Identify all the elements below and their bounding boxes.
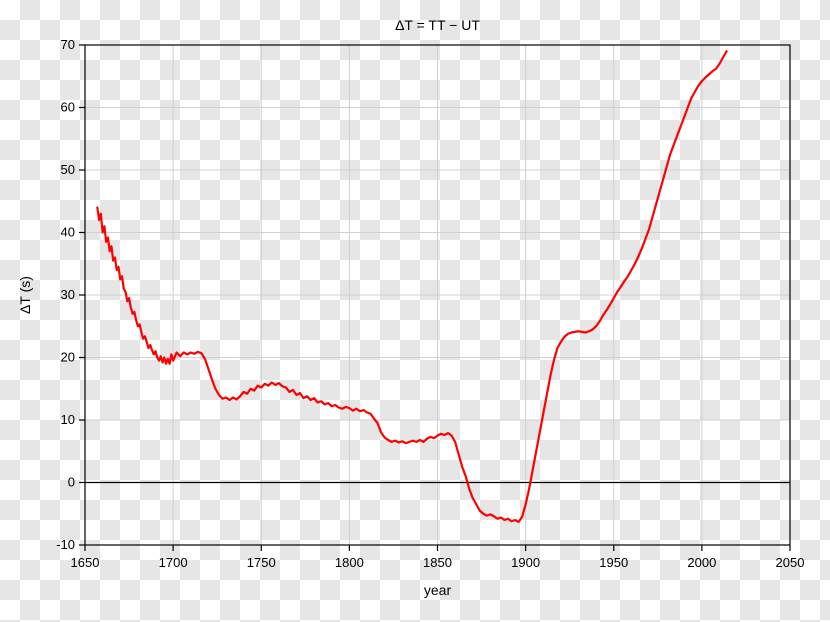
x-tick-labels: 1650 1700 1750 1800 1850 1900 1950 2000 2050 <box>71 555 805 570</box>
x-tick-label: 1650 <box>71 555 100 570</box>
x-tick-label: 1750 <box>247 555 276 570</box>
x-tick-label: 1850 <box>423 555 452 570</box>
x-axis-label: year <box>424 582 452 598</box>
x-tick-label: 1800 <box>335 555 364 570</box>
y-tick-label: 20 <box>61 350 75 365</box>
delta-t-chart: ΔT = TT − UT year ΔT (s) 1650 1700 1750 180… <box>0 0 830 622</box>
y-tick-label: 60 <box>61 100 75 115</box>
y-tick-label: 10 <box>61 412 75 427</box>
y-tick-label: 50 <box>61 162 75 177</box>
x-tick-label: 1900 <box>511 555 540 570</box>
x-tick-label: 2050 <box>776 555 805 570</box>
x-tick-label: 1950 <box>599 555 628 570</box>
chart-title: ΔT = TT − UT <box>395 17 480 33</box>
y-tick-label: 30 <box>61 287 75 302</box>
data-series <box>97 51 726 522</box>
x-tick-label: 2000 <box>687 555 716 570</box>
y-tick-label: -10 <box>56 537 75 552</box>
y-tick-label: 70 <box>61 37 75 52</box>
x-tick-label: 1700 <box>159 555 188 570</box>
y-tick-labels: -10 0 10 20 30 40 50 60 70 <box>56 37 75 552</box>
y-tick-label: 40 <box>61 225 75 240</box>
y-tick-label: 0 <box>68 475 75 490</box>
series-deltaT <box>97 51 726 522</box>
y-axis-label: ΔT (s) <box>17 276 33 314</box>
